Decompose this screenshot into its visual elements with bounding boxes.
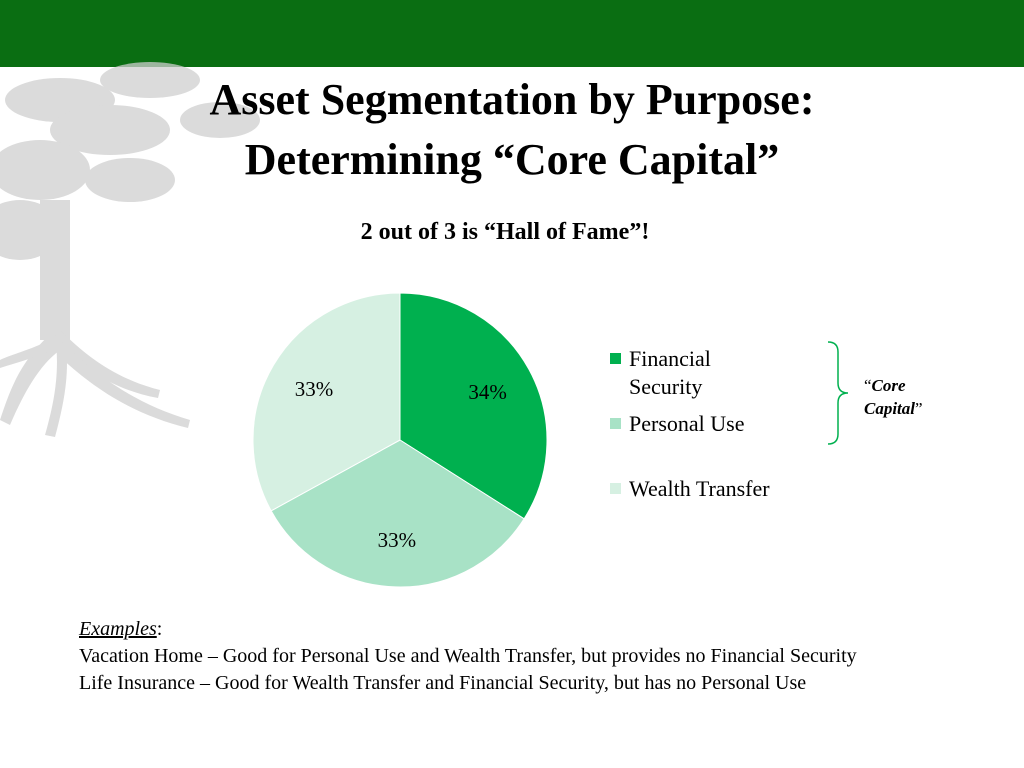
core-capital-label: “Core Capital” <box>864 374 923 420</box>
slide-title: Asset Segmentation by Purpose: Determini… <box>0 70 1024 190</box>
pie-slice-personal-use <box>270 439 525 588</box>
core-capital-line1: Core <box>871 376 906 395</box>
pie-data-label-wealth-transfer: 33% <box>295 377 334 401</box>
tree-watermark-icon <box>0 62 260 437</box>
legend-item-financial-security: Financial Security <box>610 345 711 401</box>
examples-section: Examples: Vacation Home – Good for Perso… <box>79 616 999 697</box>
pie-slice-financial-security <box>399 292 548 520</box>
core-capital-line2: Capital <box>864 399 916 418</box>
core-capital-open-quote: “ <box>864 376 872 395</box>
examples-heading: Examples <box>79 618 157 640</box>
legend-swatch-personal-use <box>610 418 621 429</box>
legend-label-financial-security: Financial Security <box>629 345 711 401</box>
slide-title-line2: Determining “Core Capital” <box>244 135 780 184</box>
core-capital-close-quote: ” <box>915 399 923 418</box>
chart-title: 2 out of 3 is “Hall of Fame”! <box>360 219 650 245</box>
legend-label-wealth-transfer: Wealth Transfer <box>629 476 770 501</box>
pie-data-label-financial-security: 34% <box>468 380 507 404</box>
legend-label-financial-line1: Financial <box>629 346 711 371</box>
pie-slice-wealth-transfer <box>252 292 401 512</box>
pie-data-label-personal-use: 33% <box>378 528 417 552</box>
legend-swatch-wealth-transfer <box>610 483 621 494</box>
examples-colon: : <box>156 618 163 640</box>
legend-item-personal-use: Personal Use <box>610 410 744 438</box>
legend-swatch-financial-security <box>610 353 621 364</box>
core-capital-bracket <box>827 341 849 445</box>
slide-title-line1: Asset Segmentation by Purpose: <box>209 75 815 124</box>
example-vacation-home: Vacation Home – Good for Personal Use an… <box>79 645 857 667</box>
pie-chart: 34% 33% 33% <box>252 292 548 588</box>
examples-heading-row: Examples: <box>79 616 999 643</box>
example-life-insurance: Life Insurance – Good for Wealth Transfe… <box>79 672 807 694</box>
legend-label-personal-use: Personal Use <box>629 411 745 436</box>
legend-label-financial-line2: Security <box>629 374 703 399</box>
header-bar <box>0 0 1024 67</box>
legend-item-wealth-transfer: Wealth Transfer <box>610 475 770 503</box>
